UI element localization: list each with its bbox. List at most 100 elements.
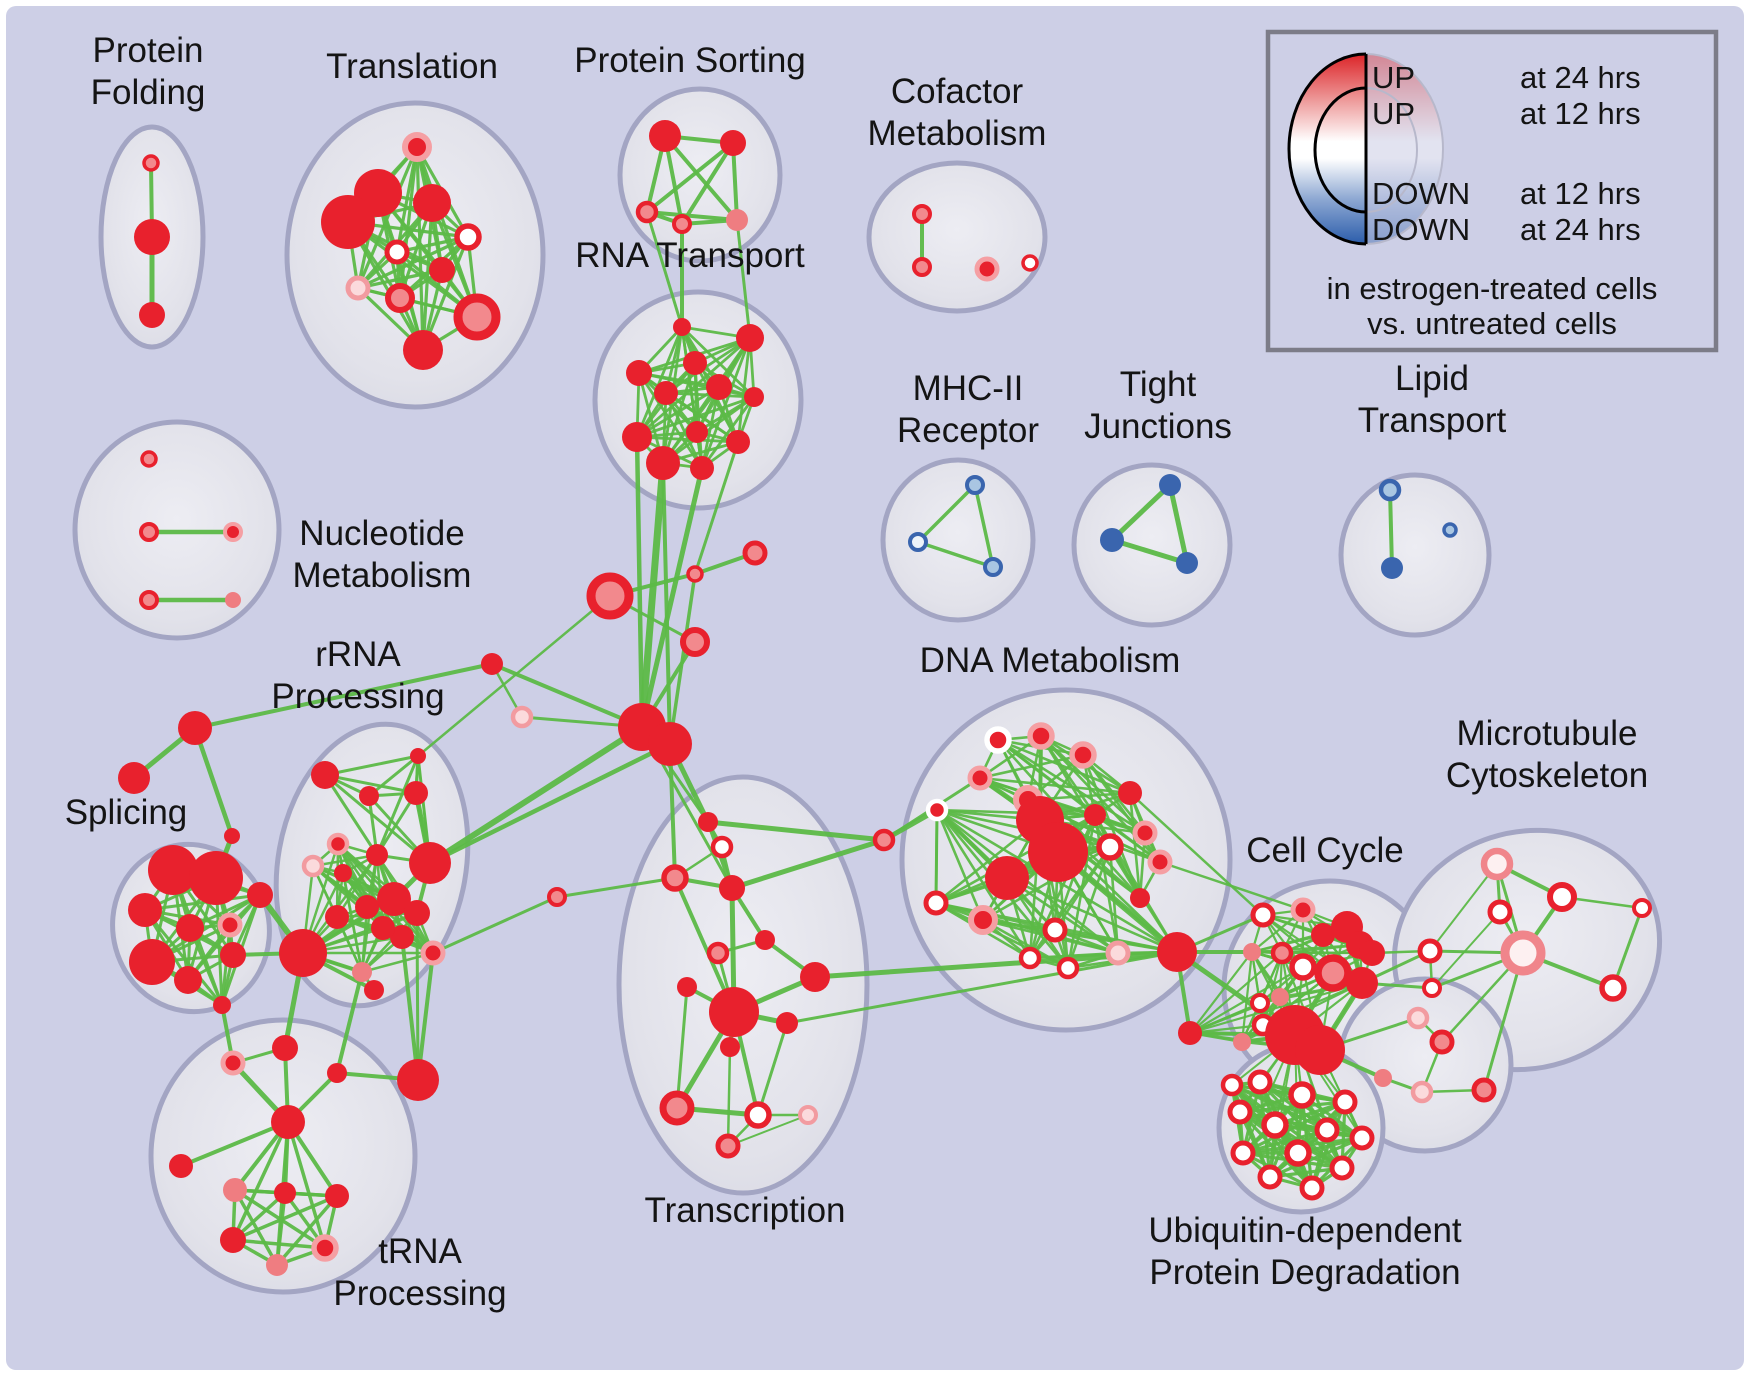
node-lt3 [1442,522,1458,538]
node-tp6 [397,1059,439,1101]
edge-s3-s9 [143,893,262,912]
edge-tx1-dc1 [705,819,887,843]
node-m2 [1547,882,1577,912]
node-cw2 [1422,978,1442,998]
node-pf2 [134,219,170,255]
node-m14 [1632,898,1652,918]
edge-t5-t8 [356,235,470,290]
node-m1 [1480,847,1514,881]
edge-cn3-r21 [416,594,612,758]
cluster-ellipse-cofactor-metabolism [866,160,1048,314]
node-d10 [985,856,1029,900]
legend-entry-label: DOWN [1372,212,1470,247]
node-rt_f [706,374,732,400]
node-d20 [1157,932,1197,972]
edge-r1-r3 [323,773,418,795]
node-cc6 [1359,940,1385,966]
node-r10 [404,900,430,926]
node-t9 [385,283,415,313]
node-tp3 [220,1050,246,1076]
node-m12 [1410,1080,1434,1104]
node-h5 [311,1234,339,1262]
node-h2 [274,1182,296,1204]
node-tx4 [719,875,745,901]
edge-tx4-dc1 [729,837,887,891]
node-d16 [1018,946,1042,970]
node-cc12 [1250,993,1270,1013]
node-ps3 [635,200,659,224]
edge-tp1-h4 [231,1120,290,1242]
node-rt_h [622,422,652,452]
edge-rt_g-rt_l [700,395,756,470]
edge-rt_d-rt_l [637,371,704,470]
node-s10 [213,996,231,1014]
edge-tp1-h5 [286,1120,327,1250]
node-d6 [925,798,949,822]
node-u5 [1261,1111,1289,1139]
edge-rt_h-hub1 [634,434,645,730]
edge-cc7-cc15 [1188,950,1254,1035]
node-u9 [1284,1139,1312,1167]
node-u13 [1220,1073,1244,1097]
node-r5 [301,854,325,878]
node-tri3 [224,828,240,844]
node-s3 [128,893,162,927]
node-nm2 [139,522,159,542]
edge-rt_d-rt_g [637,371,756,399]
node-r14 [279,929,327,977]
node-tx15 [715,1133,741,1159]
edge-rt_e-rt_l [664,391,704,470]
cluster-label-microtubule-cytoskeleton: Microtubule [1457,714,1638,753]
node-tri1 [178,711,212,745]
edge-r2-r21 [367,754,420,798]
edge-txc-r19 [431,895,559,955]
cluster-label-dna-metabolism: DNA Metabolism [920,641,1181,680]
node-u11 [1257,1164,1283,1190]
cluster-label-protein-sorting: Protein Sorting [574,41,806,80]
node-d11 [1096,833,1124,861]
node-m3 [1487,899,1513,925]
node-cw3 [1406,1006,1430,1030]
node-s2 [189,851,243,905]
node-m13 [1374,1069,1392,1087]
edge-d1-d5 [996,738,1132,795]
node-mc1 [481,653,503,675]
node-tx7 [677,977,697,997]
cluster-label-nucleotide-metabolism: Metabolism [293,556,472,595]
edge-tj2-tj3 [1109,537,1190,566]
node-d14 [968,905,998,935]
node-r3 [404,781,428,805]
node-pf1 [142,154,160,172]
node-mh3 [983,557,1003,577]
node-tx11 [720,1037,740,1057]
edge-m11-m5 [1482,951,1525,1092]
node-u3 [1332,1089,1358,1115]
node-r2 [359,786,379,806]
edge-rt_j-cn1 [693,440,740,576]
edge-rt_a-rt_h [635,325,684,439]
node-r22 [364,980,384,1000]
edge-d18-d22 [1093,813,1120,955]
edge-mh2-mh3 [916,540,995,569]
node-ps4 [672,214,692,234]
node-cn3 [586,572,634,620]
node-r9 [377,882,411,916]
edge-rt_f-rt_h [635,385,721,439]
edge-ps2-ps4 [680,141,735,226]
edge-s7-s9 [186,893,262,982]
node-bh2 [1295,1025,1345,1075]
edge-tx7-tx12 [675,985,689,1110]
node-t1 [402,132,432,162]
node-d5 [1118,781,1142,805]
edge-r3-r6 [375,791,418,857]
node-tx6 [706,941,730,965]
node-u7 [1349,1125,1375,1151]
edge-ps1-ps5 [663,134,739,222]
cluster-label-mhc-ii-receptor: MHC-II [913,369,1024,408]
legend-entry-time: at 12 hrs [1520,96,1641,131]
edge-h3-h6 [275,1194,339,1267]
edge-tp6-r12 [400,935,420,1082]
node-txc [547,887,567,907]
edge-hub2-r8 [427,741,673,866]
